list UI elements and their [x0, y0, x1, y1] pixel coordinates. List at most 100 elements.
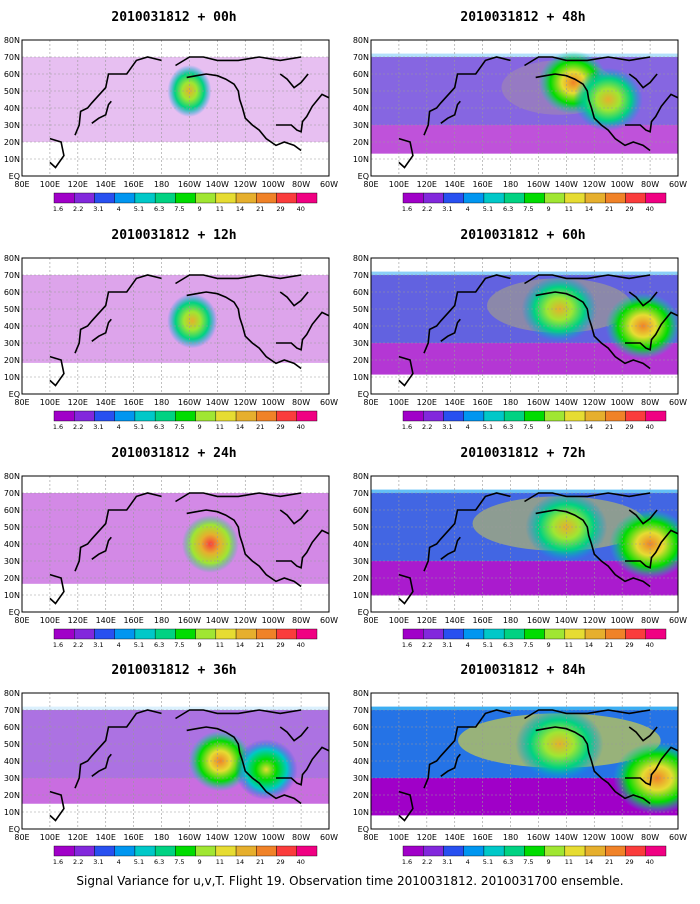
colorbar-swatch: [605, 410, 626, 422]
hotspot-1: [605, 292, 678, 360]
x-tick-label: 140W: [206, 398, 229, 407]
y-tick-label: 40N: [353, 104, 369, 113]
coastline: [175, 274, 302, 285]
x-tick-label: 160W: [527, 180, 550, 189]
y-tick-label: EQ: [358, 825, 369, 834]
coastline: [524, 492, 651, 503]
x-tick-label: 60W: [669, 616, 687, 625]
colorbar-swatch: [402, 410, 424, 422]
colorbar-label: 29: [276, 641, 284, 649]
colorbar-swatch: [94, 410, 115, 422]
colorbar-label: 2.2: [73, 423, 83, 431]
coastline: [175, 56, 302, 67]
y-tick-label: 80N: [353, 689, 369, 698]
panel-72h: EQ 10N 20N 30N 40N 50N 60N 70N 80N 80E 100E 120E 140…: [353, 472, 687, 649]
y-tick-label: 10N: [353, 373, 369, 382]
y-tick-label: 50N: [353, 87, 369, 96]
y-tick-label: 20N: [353, 791, 369, 800]
coastline: [398, 137, 414, 169]
coastline: [175, 709, 302, 720]
y-tick-label: EQ: [9, 825, 20, 834]
y-tick-label: 60N: [4, 723, 20, 732]
x-tick-label: 140W: [555, 180, 578, 189]
y-tick-label: 30N: [4, 774, 20, 783]
colorbar-label: 4: [117, 423, 121, 431]
y-tick-label: 70N: [4, 706, 20, 715]
x-tick-label: 120E: [417, 833, 437, 842]
y-tick-label: 10N: [353, 808, 369, 817]
coastline: [276, 529, 329, 569]
colorbar-label: 7.5: [174, 641, 184, 649]
y-tick-label: 30N: [353, 774, 369, 783]
colorbar-label: 3.1: [442, 205, 452, 213]
coastline: [423, 492, 511, 572]
colorbar-swatch: [296, 410, 318, 422]
colorbar-swatch: [483, 628, 505, 640]
colorbar-swatch: [53, 410, 75, 422]
coastline: [186, 509, 302, 588]
y-tick-label: 50N: [4, 87, 20, 96]
colorbar-label: 40: [297, 641, 305, 649]
x-tick-label: 120E: [68, 398, 88, 407]
y-tick-label: 50N: [353, 523, 369, 532]
x-tick-label: 80E: [363, 180, 378, 189]
colorbar-swatch: [276, 628, 297, 640]
colorbar-swatch: [256, 628, 277, 640]
colorbar-label: 4: [117, 205, 121, 213]
x-tick-label: 180: [503, 180, 518, 189]
colorbar-label: 21: [256, 641, 264, 649]
y-tick-label: 20N: [4, 138, 20, 147]
x-tick-label: 180: [154, 833, 169, 842]
hotspot-0: [167, 65, 212, 117]
plot-frame: [21, 257, 330, 395]
y-tick-label: 30N: [353, 339, 369, 348]
x-tick-label: 120W: [234, 616, 257, 625]
coastline: [423, 56, 511, 136]
panel-48h: EQ 10N 20N 30N 40N 50N 60N 70N 80N 80E 100E 120E 140…: [353, 36, 687, 213]
colorbar-label: 11: [565, 423, 573, 431]
colorbar-label: 6.3: [503, 423, 513, 431]
x-tick-label: 140E: [445, 180, 465, 189]
coastline: [186, 291, 302, 370]
x-tick-label: 120W: [234, 398, 257, 407]
x-tick-label: 60W: [669, 833, 687, 842]
x-tick-label: 100W: [262, 180, 285, 189]
colorbar-label: 2.2: [73, 858, 83, 866]
colorbar-swatch: [154, 845, 176, 857]
colorbar-label: 21: [256, 205, 264, 213]
colorbar-label: 7.5: [523, 205, 533, 213]
coastline: [524, 709, 651, 720]
colorbar-swatch: [544, 845, 566, 857]
y-tick-label: EQ: [9, 390, 20, 399]
colorbar-label: 29: [625, 423, 633, 431]
colorbar-label: 1.6: [402, 641, 412, 649]
x-tick-label: 120E: [68, 616, 88, 625]
x-tick-label: 160E: [472, 398, 492, 407]
coastline: [398, 355, 414, 387]
x-tick-label: 180: [503, 833, 518, 842]
colorbar-swatch: [503, 192, 525, 204]
colorbar-swatch: [503, 410, 525, 422]
x-tick-label: 160W: [178, 616, 201, 625]
colorbar-swatch: [544, 410, 566, 422]
colorbar-swatch: [175, 845, 196, 857]
colorbar-label: 7.5: [523, 858, 533, 866]
colorbar-swatch: [114, 628, 136, 640]
colorbar-swatch: [175, 628, 196, 640]
colorbar-label: 40: [646, 858, 654, 866]
colorbar-swatch: [463, 845, 485, 857]
colorbar-label: 6.3: [154, 858, 164, 866]
colorbar-label: 14: [236, 205, 244, 213]
colorbar-swatch: [524, 192, 545, 204]
hotspot-1: [573, 67, 643, 132]
colorbar-swatch: [94, 845, 115, 857]
coastline: [535, 291, 651, 370]
coastline: [535, 509, 651, 588]
colorbar-swatch: [256, 845, 277, 857]
y-tick-label: 60N: [353, 288, 369, 297]
x-tick-label: 140W: [206, 616, 229, 625]
y-tick-label: 40N: [353, 322, 369, 331]
y-tick-label: 50N: [353, 305, 369, 314]
y-tick-label: 50N: [4, 740, 20, 749]
colorbar-label: 5.1: [483, 641, 493, 649]
